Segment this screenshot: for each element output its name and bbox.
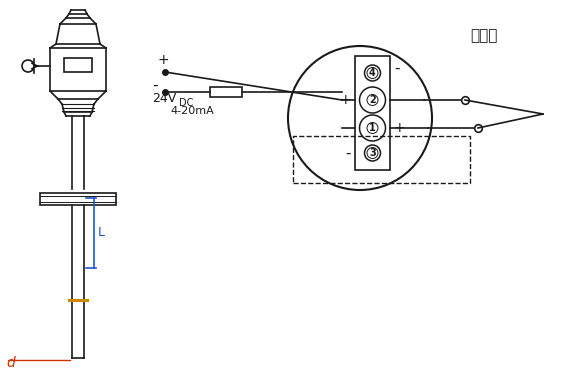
Bar: [355, 56, 390, 170]
Text: +: +: [394, 121, 406, 135]
Text: +: +: [339, 93, 351, 107]
Text: 热电偶: 热电偶: [470, 28, 498, 43]
Circle shape: [360, 87, 385, 113]
Text: L: L: [98, 227, 105, 239]
Circle shape: [22, 60, 34, 72]
Text: DC: DC: [179, 98, 194, 108]
Bar: [210, 87, 242, 97]
Text: -: -: [152, 78, 158, 93]
Text: +: +: [158, 53, 169, 67]
Text: 1: 1: [369, 123, 376, 133]
Circle shape: [360, 115, 385, 141]
Text: d: d: [6, 356, 15, 370]
Text: 4-20mA: 4-20mA: [170, 106, 214, 116]
Text: 4: 4: [369, 68, 376, 78]
Text: 2: 2: [369, 95, 376, 105]
Text: 3: 3: [369, 148, 376, 158]
Text: -: -: [346, 145, 351, 161]
Circle shape: [365, 145, 380, 161]
Bar: [40, 193, 116, 205]
Text: 24V: 24V: [152, 92, 176, 105]
Circle shape: [365, 65, 380, 81]
Text: -: -: [394, 60, 399, 76]
Bar: [293, 136, 470, 183]
Bar: [64, 58, 92, 72]
